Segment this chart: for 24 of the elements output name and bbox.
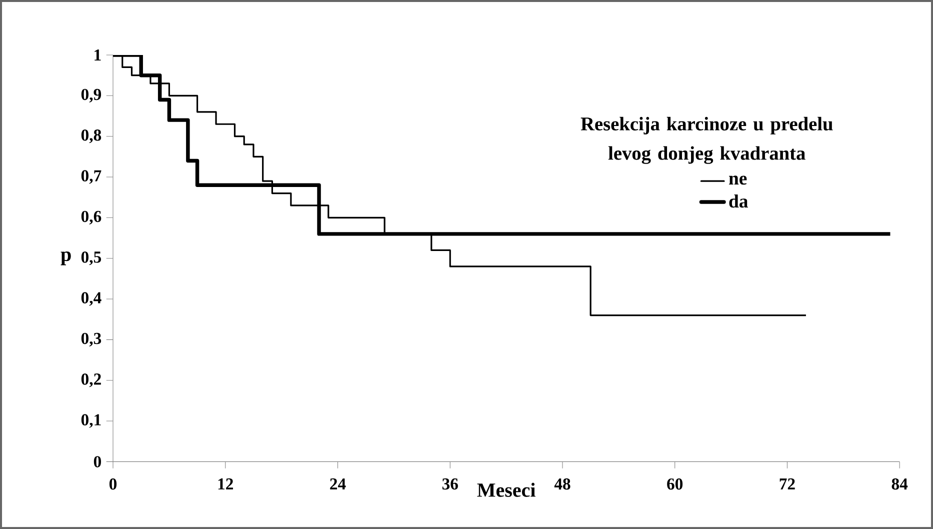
x-tick-label: 84 <box>892 478 908 490</box>
y-tick-label: 0,1 <box>81 414 101 428</box>
x-tick-label: 36 <box>442 478 458 490</box>
y-tick-label: 0,3 <box>81 332 102 347</box>
y-axis-title: p <box>60 252 71 266</box>
y-tick-label: 0,8 <box>81 130 102 144</box>
y-tick-label: 0,5 <box>81 252 102 266</box>
y-tick-label: 0,6 <box>81 210 102 224</box>
y-tick-label: 0,4 <box>81 292 102 306</box>
y-tick-label: 1 <box>94 50 101 60</box>
y-tick-label: 0,9 <box>81 88 102 102</box>
x-tick-label: 72 <box>780 478 795 490</box>
x-tick-label: 12 <box>218 478 233 490</box>
x-tick-label: 48 <box>554 478 570 490</box>
legend-label: da <box>729 194 748 208</box>
x-tick-label: 24 <box>330 478 346 490</box>
y-tick-label: 0 <box>94 456 101 468</box>
x-axis-title: Meseci <box>477 482 536 497</box>
x-tick-label: 60 <box>667 478 683 490</box>
legend-title: Resekcija karcinoze u predelu levog donjeg kvadranta <box>580 116 833 164</box>
legend-label: ne <box>729 176 747 185</box>
x-tick-label: 0 <box>109 478 117 490</box>
y-tick-label: 0,2 <box>81 374 101 388</box>
y-tick-label: 0,7 <box>81 170 102 184</box>
